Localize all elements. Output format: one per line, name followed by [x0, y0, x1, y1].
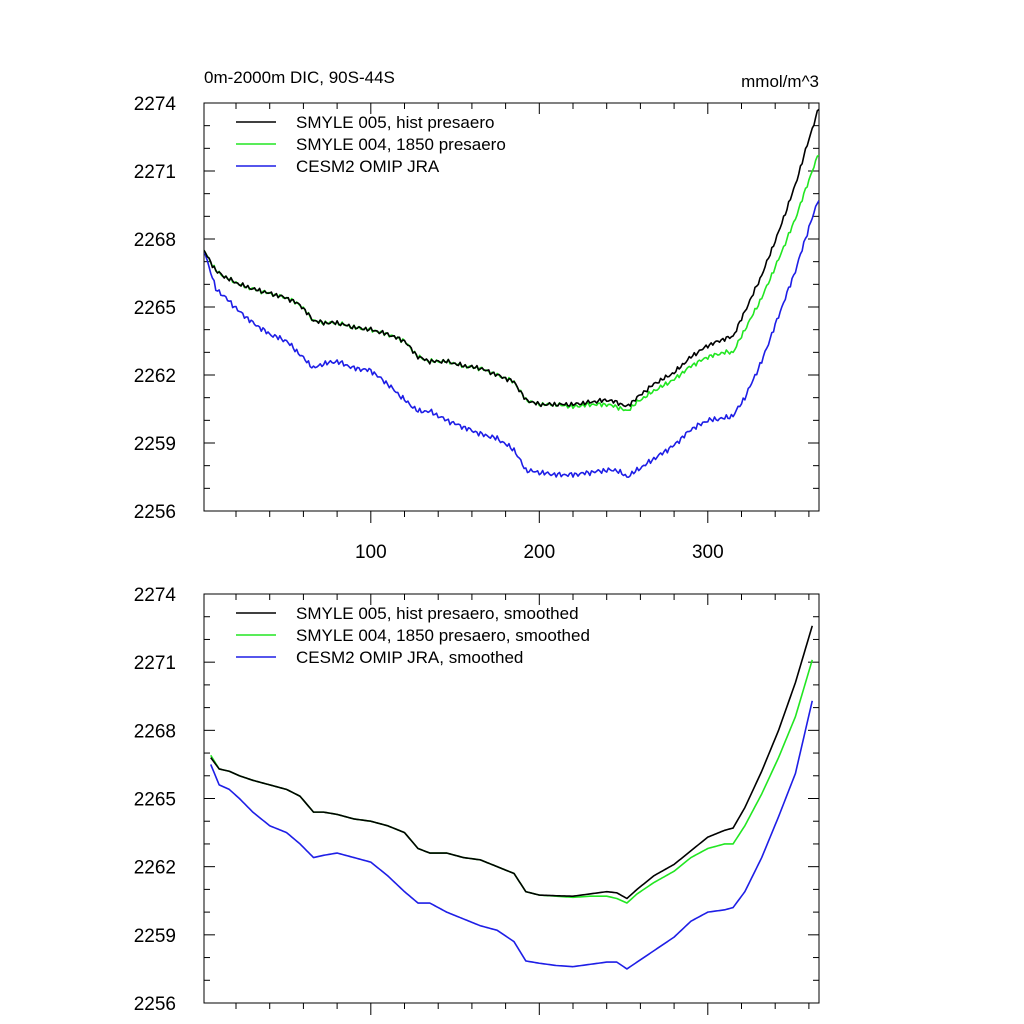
legend-label: SMYLE 004, 1850 presaero	[296, 135, 506, 154]
bottom-panel: 2256 2259 2262 2265 2268 2271 2274 SMYLE 005, h…	[134, 585, 820, 1015]
chart-title: 0m-2000m DIC, 90S-44S	[204, 68, 395, 87]
legend-label: SMYLE 004, 1850 presaero, smoothed	[296, 626, 590, 645]
x-tick-label: 200	[523, 542, 555, 563]
y-tick-label: 2274	[134, 585, 177, 606]
y-tick-label: 2256	[134, 502, 176, 523]
y-tick-label: 2262	[134, 858, 176, 879]
series-line-1	[204, 108, 819, 408]
legend-label: CESM2 OMIP JRA	[296, 157, 440, 176]
y-tick-label: 2259	[134, 926, 176, 947]
x-tick-label: 100	[355, 542, 387, 563]
top-panel: 2256 2259 2262 2265 2268 2271 2274 100 200 300 SMY…	[134, 94, 820, 563]
legend-label: CESM2 OMIP JRA, smoothed	[296, 648, 523, 667]
y-tick-label: 2271	[134, 653, 176, 674]
units-label: mmol/m^3	[741, 72, 819, 91]
series-line-1	[210, 625, 814, 900]
y-tick-label: 2274	[134, 94, 177, 115]
series-line-2	[204, 154, 819, 412]
series-line-3	[209, 700, 814, 970]
legend-label: SMYLE 005, hist presaero, smoothed	[296, 604, 579, 623]
series-line-2	[210, 659, 814, 904]
y-tick-label: 2265	[134, 298, 176, 319]
y-tick-label: 2271	[134, 162, 176, 183]
x-tick-label: 300	[692, 542, 724, 563]
y-tick-label: 2256	[134, 994, 176, 1015]
series-line-3	[204, 200, 819, 478]
y-tick-label: 2268	[134, 721, 176, 742]
legend-label: SMYLE 005, hist presaero	[296, 113, 494, 132]
y-tick-label: 2265	[134, 790, 176, 811]
y-tick-label: 2259	[134, 434, 176, 455]
y-tick-label: 2262	[134, 366, 176, 387]
y-tick-label: 2268	[134, 230, 176, 251]
